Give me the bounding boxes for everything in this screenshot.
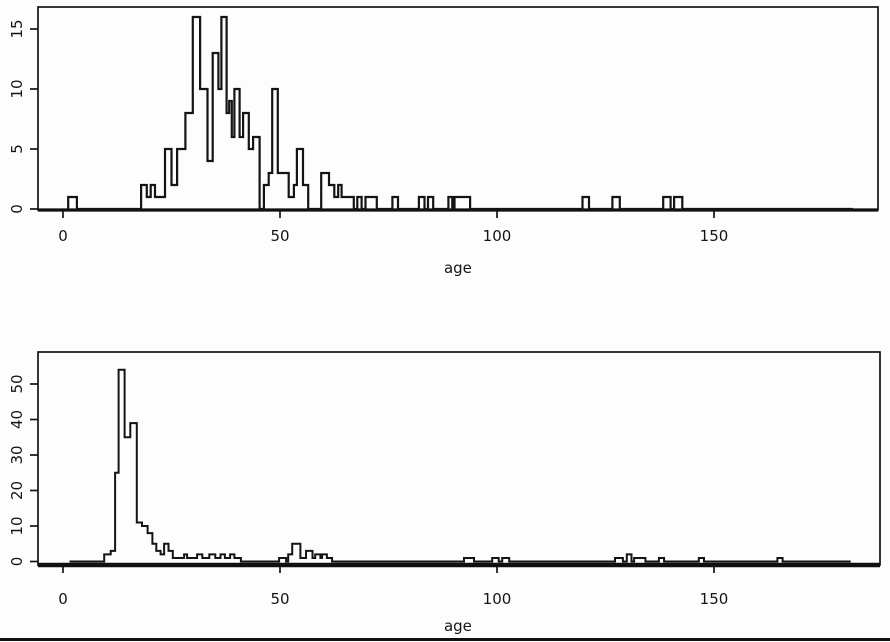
top-plot-x-axis-title: age bbox=[444, 259, 472, 277]
bottom-plot: 0 50 100 150 0 10 20 30 40 50 age bbox=[8, 351, 881, 635]
bottom-plot-box bbox=[37, 351, 881, 566]
page-divider-line bbox=[0, 638, 890, 641]
y-tick-label: 5 bbox=[8, 144, 26, 154]
x-tick-label: 50 bbox=[270, 590, 289, 608]
y-tick-label: 20 bbox=[8, 481, 26, 500]
top-plot-x-ticks: 0 50 100 150 bbox=[58, 210, 728, 245]
y-tick-label: 15 bbox=[8, 19, 26, 38]
x-tick-label: 0 bbox=[58, 590, 68, 608]
y-tick-label: 0 bbox=[8, 557, 26, 567]
y-tick-label: 50 bbox=[8, 374, 26, 393]
y-tick-label: 10 bbox=[8, 516, 26, 535]
bottom-plot-y-ticks: 0 10 20 30 40 50 bbox=[8, 374, 38, 566]
bottom-plot-x-axis-title: age bbox=[444, 617, 472, 635]
y-tick-label: 0 bbox=[8, 204, 26, 214]
bottom-plot-step-curve bbox=[69, 368, 851, 563]
x-tick-label: 150 bbox=[700, 227, 729, 245]
x-tick-label: 100 bbox=[483, 590, 512, 608]
bottom-plot-x-ticks: 0 50 100 150 bbox=[58, 565, 728, 608]
y-tick-label: 10 bbox=[8, 79, 26, 98]
x-tick-label: 0 bbox=[58, 227, 68, 245]
x-tick-label: 150 bbox=[700, 590, 729, 608]
top-plot: 0 50 100 150 0 5 10 15 age bbox=[8, 6, 879, 277]
top-plot-y-ticks: 0 5 10 15 bbox=[8, 19, 38, 214]
y-tick-label: 40 bbox=[8, 410, 26, 429]
y-tick-label: 30 bbox=[8, 445, 26, 464]
x-tick-label: 100 bbox=[483, 227, 512, 245]
top-plot-step-curve bbox=[67, 15, 853, 211]
x-tick-label: 50 bbox=[270, 227, 289, 245]
